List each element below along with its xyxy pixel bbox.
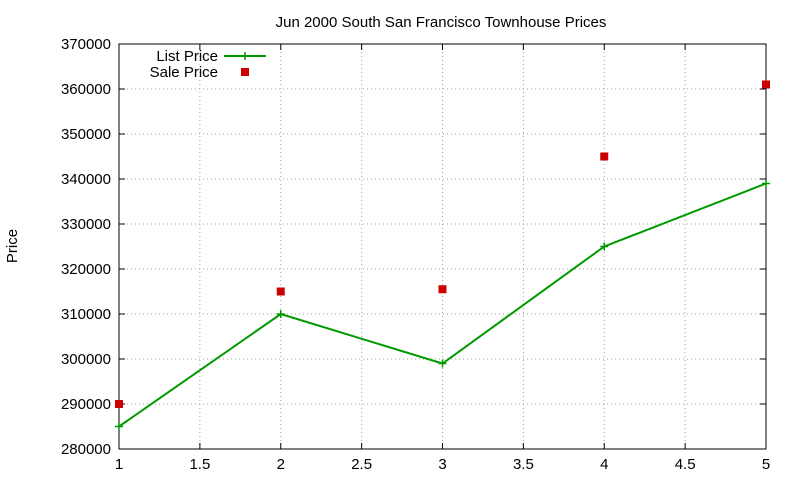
y-tick-label: 280000: [61, 441, 111, 458]
data-point: [276, 287, 285, 296]
grid-lines: [119, 44, 766, 449]
x-tick-label: 2: [277, 456, 285, 473]
data-point: [600, 152, 609, 161]
data-point: [115, 400, 123, 408]
data-series: [115, 80, 770, 431]
data-point: [438, 285, 447, 294]
series-sale-price: [115, 80, 770, 408]
y-tick-label: 300000: [61, 351, 111, 368]
legend-label: Sale Price: [150, 64, 218, 81]
x-tick-label: 4: [600, 456, 608, 473]
y-tick-label: 290000: [61, 396, 111, 413]
x-tick-label: 4.5: [675, 456, 696, 473]
x-tick-label: 3: [438, 456, 446, 473]
y-tick-label: 320000: [61, 261, 111, 278]
y-tick-label: 370000: [61, 36, 111, 53]
y-tick-label: 350000: [61, 126, 111, 143]
data-point: [762, 80, 770, 89]
y-tick-label: 340000: [61, 171, 111, 188]
x-tick-label: 3.5: [513, 456, 534, 473]
data-point: [762, 179, 770, 188]
x-tick-label: 5: [762, 456, 770, 473]
y-tick-label: 310000: [61, 306, 111, 323]
legend-label: List Price: [156, 48, 218, 65]
legend-marker: [241, 52, 249, 60]
axis-ticks: 280000 290000 300000 310000 320000 330000 3400…: [61, 36, 770, 473]
y-axis-label: Price: [4, 229, 21, 263]
legend-marker: [241, 68, 249, 76]
x-tick-label: 2.5: [351, 456, 372, 473]
series-list-price: [115, 179, 770, 431]
data-point: [600, 242, 609, 251]
data-point: [438, 359, 447, 368]
y-tick-label: 330000: [61, 216, 111, 233]
chart-title: Jun 2000 South San Francisco Townhouse P…: [276, 14, 607, 31]
y-tick-label: 360000: [61, 81, 111, 98]
data-point: [115, 422, 123, 431]
x-tick-label: 1: [115, 456, 123, 473]
data-point: [276, 310, 285, 318]
x-tick-label: 1.5: [189, 456, 210, 473]
